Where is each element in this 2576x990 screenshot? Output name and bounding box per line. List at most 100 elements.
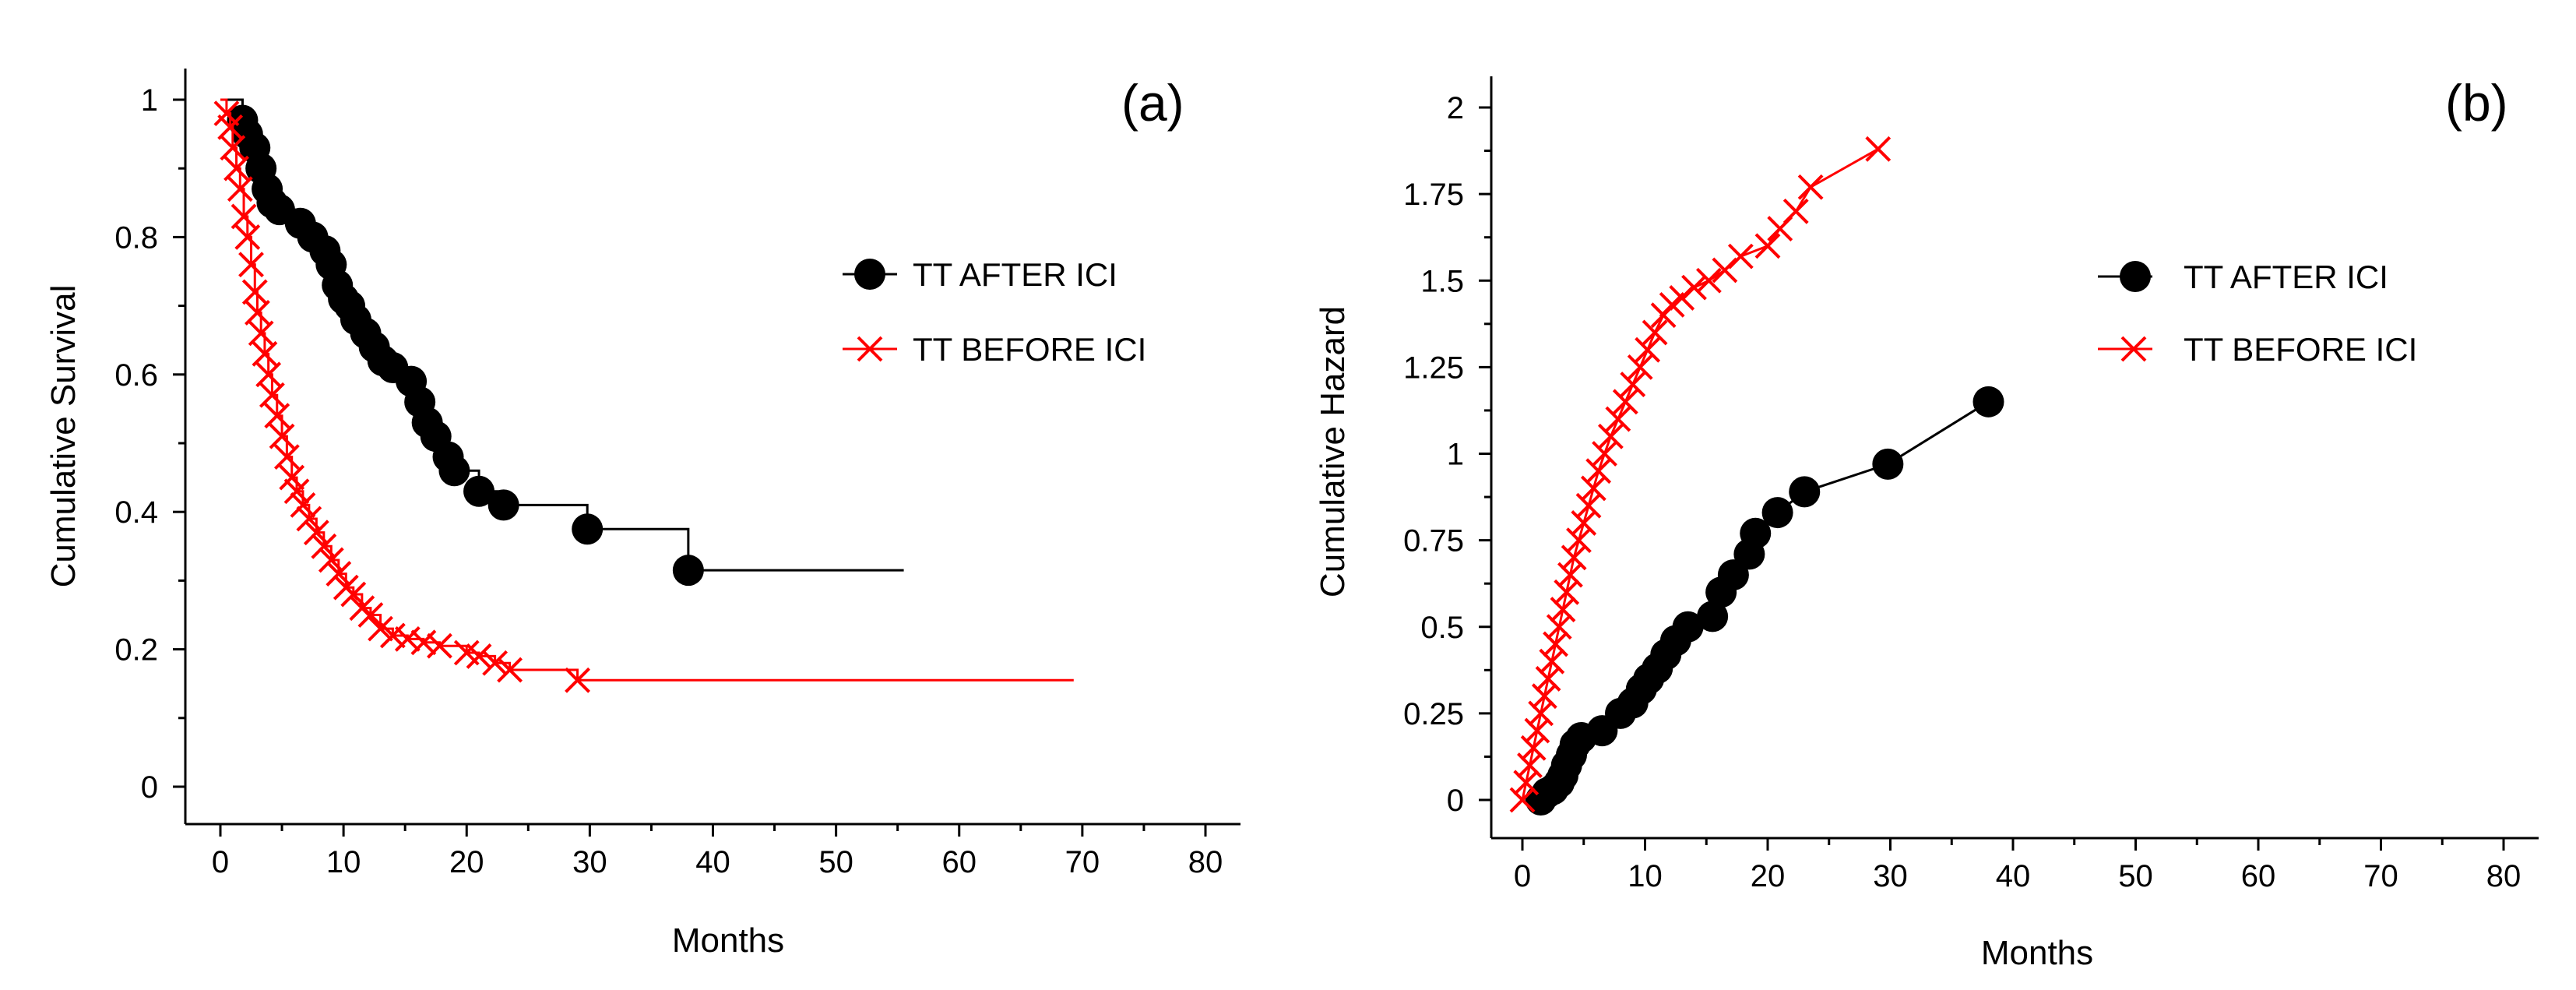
panel-b-series-line	[1521, 148, 1879, 801]
panel-a-x-axis-title: Months	[672, 921, 784, 960]
panel-b-point-marker	[1531, 683, 1557, 710]
panel-a-point-marker	[217, 114, 244, 140]
panel-a-series-line	[220, 98, 1074, 682]
panel-b-point-marker	[1681, 274, 1707, 301]
panel-b-point-marker	[1520, 735, 1547, 761]
panel-b-marks	[1509, 136, 2004, 816]
panel-a-point-marker	[303, 520, 329, 546]
panel-a-point-marker	[231, 203, 257, 230]
panel-a-point-marker	[340, 581, 367, 608]
panel-b-y-tick-label: 0.75	[1403, 524, 1464, 558]
panel-a-point-marker	[565, 667, 590, 693]
panel-a-y-tick-label: 0.4	[114, 495, 158, 530]
panel-a-point-marker	[220, 135, 246, 161]
panel-b-x-tick-label: 40	[1996, 859, 2031, 893]
panel-b-y-tick-label: 0	[1447, 784, 1464, 818]
panel-b-point-marker	[1672, 611, 1704, 643]
panel-b-point-marker	[1605, 406, 1631, 432]
panel-a-point-marker	[296, 506, 322, 532]
panel-a-y-tick-label: 0.8	[114, 220, 158, 255]
panel-b-point-marker	[1528, 700, 1554, 727]
panel-b-y-tick-label: 0.25	[1403, 697, 1464, 731]
panel-a-y-axis-title: Cumulative Survival	[44, 285, 83, 588]
panel-b-legend-after-label: TT AFTER ICI	[2184, 259, 2388, 295]
panel-b-point-marker	[1597, 423, 1624, 449]
panel-b-point-marker	[1513, 770, 1540, 796]
panel-a-label: (a)	[1121, 74, 1184, 132]
panel-a: 0 10 20 30 40 50 60 70 80 0 0.2 0.4 0.6 0.8 1 Months C…	[44, 69, 1240, 960]
panel-b-point-marker	[1561, 544, 1587, 571]
panel-a-point-marker	[572, 513, 604, 545]
panel-b-x-tick-label: 70	[2363, 859, 2398, 893]
panel-b-point-marker	[1612, 389, 1638, 415]
panel-a-point-marker	[245, 300, 270, 326]
panel-a-point-marker	[273, 444, 300, 470]
panel-a-point-marker	[326, 561, 352, 587]
panel-b-point-marker	[1585, 458, 1612, 484]
panel-b-y-tick-label: 1	[1447, 438, 1464, 472]
panel-a-point-marker	[427, 632, 452, 659]
panel-b-point-marker	[1554, 579, 1580, 605]
panel-a-y-tick-label: 0	[141, 770, 158, 805]
panel-a-point-marker	[466, 643, 492, 669]
panel-b-point-marker	[1797, 174, 1824, 200]
panel-a-x-tick-label: 80	[1188, 845, 1223, 879]
panel-a-point-marker	[482, 650, 509, 676]
panel-b-series-before-ici	[1509, 136, 1892, 813]
panel-b-y-axis-title: Cumulative Hazard	[1314, 306, 1352, 597]
panel-a-point-marker	[357, 602, 384, 628]
panel-b-point-marker	[1782, 198, 1809, 224]
panel-a-x-tick-label: 20	[449, 845, 484, 879]
panel-b-y-tick-label: 1.5	[1420, 264, 1464, 298]
panel-a-x-tick-label: 10	[326, 845, 361, 879]
panel-b-series-after-ici	[1525, 386, 2004, 816]
panel-a-point-marker	[259, 382, 285, 408]
panel-b-point-marker	[1872, 448, 1904, 480]
panel-a-y-tick-label: 0.2	[114, 633, 158, 668]
panel-b-point-marker	[1543, 631, 1568, 657]
panel-a-point-marker	[234, 224, 261, 250]
panel-a-x-tick-label: 70	[1065, 845, 1100, 879]
panel-b-legend-before-marker	[2120, 336, 2147, 362]
panel-a-point-marker	[269, 423, 295, 449]
panel-b-point-marker	[1535, 666, 1561, 692]
panel-b-point-marker	[1740, 517, 1772, 549]
panel-a-legend-before-marker	[857, 336, 883, 362]
panel-a-axes: 0 10 20 30 40 50 60 70 80 0 0.2 0.4 0.6 0.8 1	[114, 69, 1240, 879]
panel-a-point-marker	[223, 155, 249, 181]
panel-a-point-marker	[264, 403, 290, 429]
panel-a-point-marker	[394, 625, 421, 652]
panel-a-legend-after-label: TT AFTER ICI	[913, 256, 1117, 293]
panel-b-point-marker	[1697, 601, 1729, 632]
panel-a-point-marker	[241, 279, 268, 305]
panel-b-point-marker	[1754, 233, 1781, 259]
panel-a-point-marker	[438, 455, 470, 487]
panel-b-point-marker	[1524, 717, 1550, 744]
panel-a-y-tick-label: 0.6	[114, 358, 158, 393]
panel-a-marks	[213, 98, 1074, 693]
panel-a-point-marker	[238, 252, 264, 278]
panel-b-x-tick-label: 10	[1628, 859, 1663, 893]
panel-b-x-tick-label: 0	[1514, 859, 1531, 893]
panel-a-legend: TT AFTER ICI TT BEFORE ICI	[843, 256, 1146, 368]
panel-a-series-after-ici	[220, 98, 904, 587]
panel-b-label: (b)	[2445, 74, 2508, 132]
panel-b-point-marker	[1627, 354, 1653, 380]
panel-a-x-tick-label: 50	[818, 845, 853, 879]
panel-b-point-marker	[1695, 267, 1722, 294]
panel-a-point-marker	[368, 615, 393, 642]
panel-b-x-tick-label: 30	[1873, 859, 1908, 893]
panel-a-point-marker	[252, 340, 278, 367]
panel-b-point-marker	[1865, 136, 1892, 162]
panel-a-point-marker	[318, 547, 344, 573]
panel-b-x-axis-title: Months	[1981, 934, 2093, 972]
panel-b-point-marker	[1580, 475, 1606, 502]
panel-a-point-marker	[255, 361, 282, 388]
panel-b-y-tick-label: 2	[1447, 91, 1464, 125]
panel-b-y-tick-label: 1.75	[1403, 178, 1464, 212]
panel-b-point-marker	[1635, 336, 1661, 363]
panel-a-point-marker	[463, 475, 495, 507]
panel-b-point-marker	[1539, 648, 1565, 675]
panel-a-point-marker	[279, 464, 305, 491]
